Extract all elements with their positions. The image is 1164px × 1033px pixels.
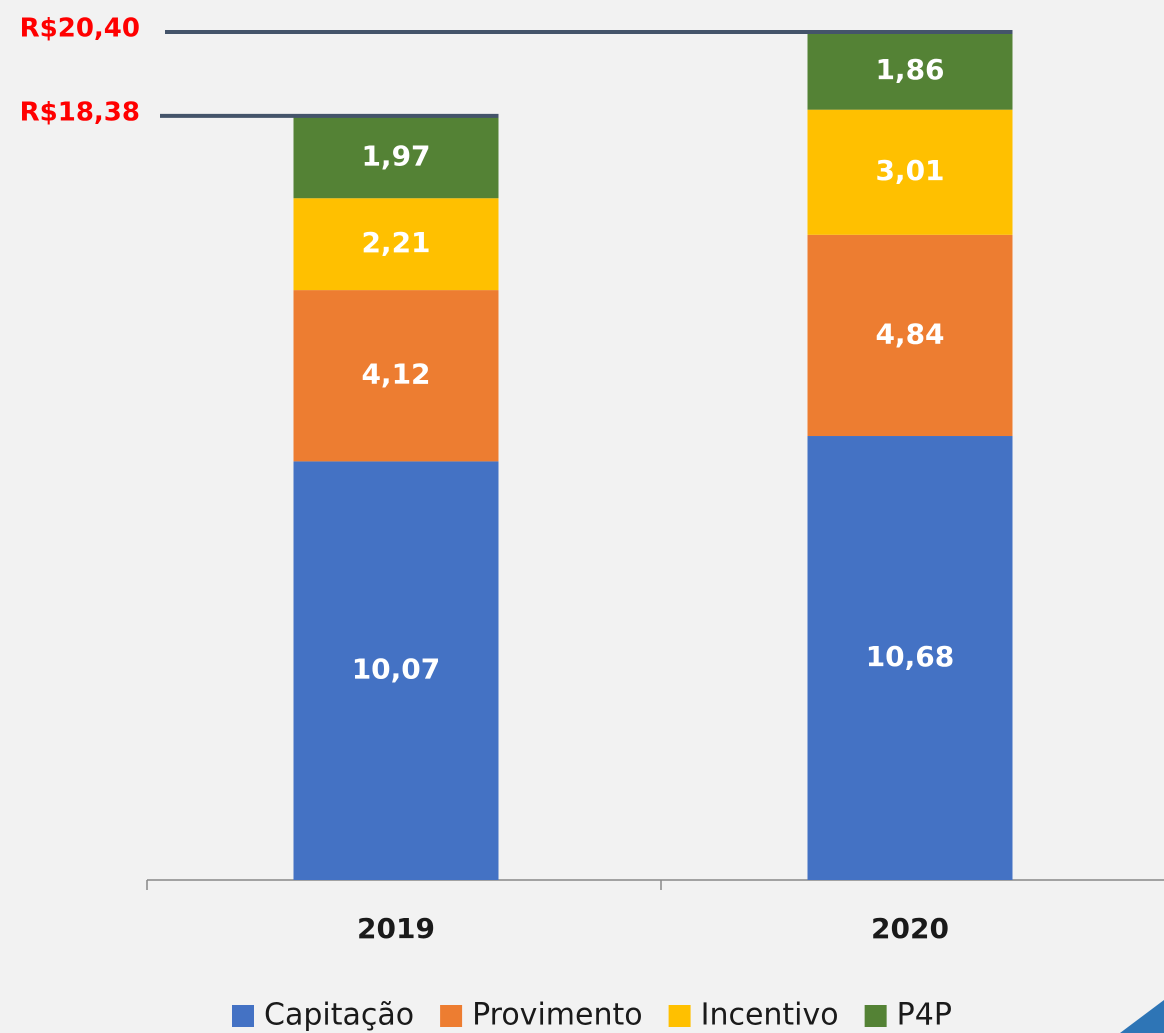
data-label: 10,07	[352, 653, 441, 686]
data-label: 4,12	[361, 358, 430, 391]
bar-segment	[293, 461, 499, 880]
annotation-label: R$20,40	[20, 13, 140, 43]
bar-segment	[807, 234, 1013, 437]
bar-segment	[807, 109, 1013, 235]
legend-swatch	[864, 1005, 887, 1027]
data-label: 10,68	[866, 640, 955, 673]
corner-decoration	[1120, 1000, 1164, 1033]
bar-segment	[293, 290, 499, 462]
legend-swatch	[440, 1005, 463, 1027]
annotation-label: R$18,38	[20, 97, 140, 127]
data-label: 4,84	[875, 317, 944, 350]
legend-label: Provimento	[472, 998, 643, 1033]
bar-segment	[807, 32, 1013, 110]
data-label: 3,01	[875, 154, 944, 187]
data-label: 1,97	[361, 139, 430, 172]
legend-label: P4P	[897, 998, 952, 1033]
bar-segment	[807, 436, 1013, 880]
bar-segment	[293, 116, 499, 199]
x-tick-label: 2019	[357, 912, 435, 945]
legend-label: Capitação	[264, 998, 414, 1033]
bar-segment	[293, 198, 499, 291]
data-label: 1,86	[875, 53, 944, 86]
legend-label: Incentivo	[701, 998, 839, 1033]
legend-swatch	[668, 1005, 691, 1027]
data-label: 2,21	[361, 226, 430, 259]
x-tick-label: 2020	[871, 912, 949, 945]
legend-swatch	[232, 1005, 254, 1027]
